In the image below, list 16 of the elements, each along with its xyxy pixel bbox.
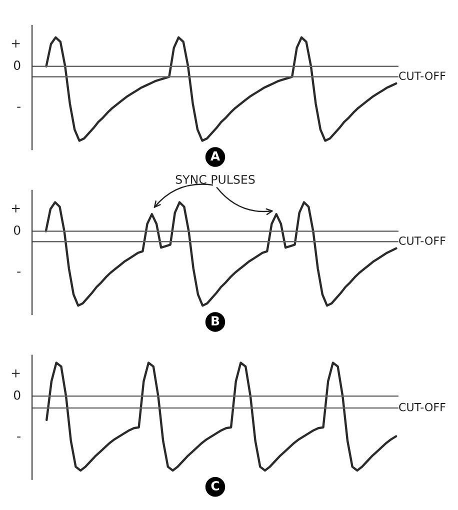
text: B: [212, 316, 220, 326]
ref-line-label: 0: [14, 225, 20, 235]
ref-line-label: CUT-OFF: [399, 72, 446, 80]
ref-line-label: 0: [14, 390, 20, 400]
text: -: [17, 436, 20, 438]
ref-line-label: CUT-OFF: [399, 402, 446, 412]
text: A: [210, 151, 220, 160]
ref-line-label: 0: [14, 60, 20, 70]
ref-line-label: CUT-OFF: [399, 236, 446, 245]
text: -: [17, 106, 20, 108]
text: +: [12, 369, 20, 378]
text: SYNC PULSES: [176, 174, 255, 184]
text: +: [12, 204, 20, 212]
text: C: [211, 481, 220, 490]
text: -: [17, 272, 20, 273]
text: +: [12, 40, 20, 48]
